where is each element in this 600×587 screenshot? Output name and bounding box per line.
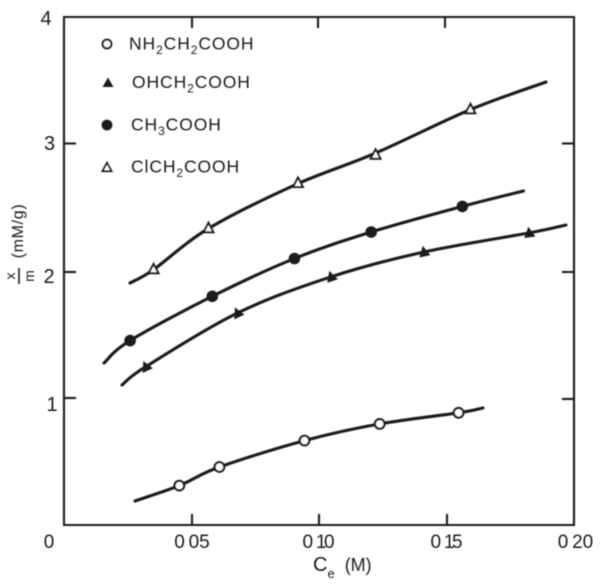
svg-text:0 05: 0 05 — [174, 532, 210, 553]
svg-text:0 10: 0 10 — [302, 532, 334, 553]
svg-text:0: 0 — [44, 532, 55, 553]
svg-text:0 15: 0 15 — [430, 532, 462, 553]
svg-text:CH3COOH: CH3COOH — [131, 115, 222, 139]
svg-text:2: 2 — [43, 266, 54, 288]
svg-text:4: 4 — [40, 8, 51, 30]
svg-text:0 20: 0 20 — [558, 532, 594, 553]
svg-text:NH2CH2COOH: NH2CH2COOH — [129, 34, 254, 58]
svg-text:ClCH2COOH: ClCH2COOH — [131, 157, 240, 181]
svg-text:OHCH2COOH: OHCH2COOH — [132, 72, 251, 96]
svg-text:m: m — [21, 270, 37, 282]
svg-text:1: 1 — [46, 394, 57, 416]
svg-text:3: 3 — [44, 133, 55, 155]
svg-text:(mM/g): (mM/g) — [10, 204, 27, 259]
svg-text:x: x — [2, 273, 18, 280]
